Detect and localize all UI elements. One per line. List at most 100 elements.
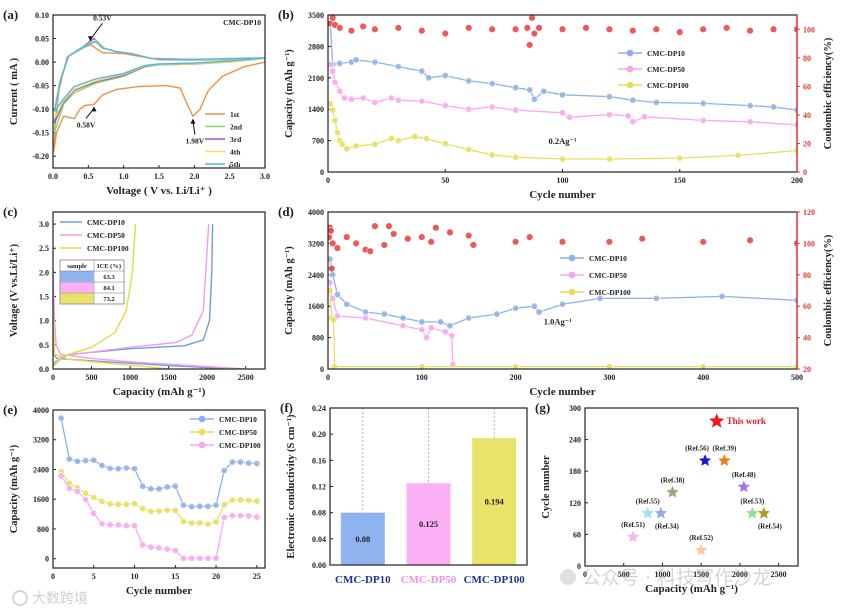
data-point (359, 22, 367, 31)
y-tick-label: 0.16 (312, 456, 326, 465)
x-tick-label: 15 (171, 572, 179, 581)
data-point (328, 15, 337, 22)
data-point (512, 106, 520, 114)
y2-tick-label: 60 (803, 302, 811, 311)
data-point (465, 146, 473, 154)
data-point (328, 100, 334, 108)
data-point (65, 455, 73, 463)
data-point (188, 503, 196, 511)
point-label: (Ref.34) (655, 522, 680, 530)
point-label: (Ref.48) (732, 471, 757, 479)
y-tick-label: 3200 (33, 436, 49, 445)
table-header: ICE (%) (97, 263, 121, 270)
y-tick-label: 0.0 (39, 365, 49, 374)
arrowhead-icon (87, 36, 93, 42)
legend-label: CMC-DP100 (647, 81, 689, 90)
y-tick-label: 1400 (308, 105, 324, 114)
x-tick-label: 500 (791, 373, 803, 382)
table-cell: 73.2 (103, 296, 114, 303)
data-point (366, 247, 374, 255)
data-point (352, 239, 360, 248)
y-tick-label: 0.20 (312, 430, 326, 439)
x-tick-label: 50 (441, 176, 449, 185)
point-label: (Ref.55) (636, 497, 661, 505)
data-point (347, 27, 356, 35)
data-point (228, 496, 236, 504)
star-marker (695, 543, 708, 556)
y-tick-label: 2.5 (39, 244, 49, 253)
plot-area (57, 414, 261, 562)
data-point (629, 96, 637, 104)
data-point (418, 97, 426, 105)
legend-marker (568, 254, 576, 262)
data-point (139, 505, 147, 513)
data-point (511, 25, 520, 33)
data-point (641, 113, 649, 121)
legend-marker (198, 415, 206, 423)
data-point (220, 513, 228, 521)
y2-tick-label: 60 (803, 82, 811, 91)
data-point (387, 94, 395, 102)
data-point (328, 255, 334, 263)
bar-cmc-dp50 (406, 483, 451, 565)
data-point (212, 554, 220, 562)
annotation-label: 0.58V (77, 120, 96, 129)
x-tick-label: 1500 (161, 373, 177, 382)
data-point (394, 24, 403, 32)
data-point (540, 87, 548, 95)
data-point (106, 500, 114, 508)
y2-tick-label: 80 (803, 54, 811, 63)
data-point (465, 24, 473, 32)
panel-e: (e) 0 5 10 15 20 25 0 800 1600 2400 3200 4000 Cycle n… (3, 402, 266, 597)
y2-tick-label: 0 (803, 168, 807, 177)
star-marker (626, 530, 640, 543)
data-point (82, 496, 90, 504)
data-point (465, 105, 473, 113)
panel-c: (c) 0 500 1000 1500 2000 2500 0.0 0.5 1.0 1.5 2.0 2.… (3, 204, 266, 398)
data-point (448, 332, 456, 340)
data-point (329, 106, 337, 114)
star-marker (641, 506, 654, 519)
data-point (139, 482, 147, 490)
data-point (394, 137, 402, 145)
data-point (330, 316, 338, 324)
table-header: sample (67, 263, 87, 270)
data-point (385, 222, 393, 230)
plot-area (328, 222, 797, 369)
data-point (171, 482, 179, 490)
x-tick-label: 5 (92, 572, 96, 581)
y-axis-title: Current ( mA ) (9, 57, 20, 125)
data-point (212, 501, 220, 509)
point-label: (Ref.54) (758, 522, 783, 530)
plot-area (340, 408, 517, 565)
x-tick-label: 1.5 (154, 172, 164, 181)
data-point (114, 521, 122, 529)
panel-label: (b) (278, 7, 294, 22)
y-tick-label: -0.20 (32, 152, 49, 161)
data-point (371, 140, 379, 148)
x-axis-title: Capacity (mAh g⁻¹) (645, 583, 738, 595)
y-axis-title: Capacity (mAh g⁻¹) (284, 246, 295, 335)
table-color-swatch (60, 293, 94, 304)
legend-label: CMC-DP50 (87, 231, 125, 240)
point-label: (Ref.53) (740, 497, 765, 505)
data-point (394, 96, 402, 104)
data-point (212, 518, 220, 526)
data-point (624, 112, 632, 120)
arrowhead-icon (91, 106, 97, 112)
y2-tick-label: 80 (803, 271, 811, 280)
plot-area (626, 413, 771, 556)
annotation-label: 0.2Ag⁻¹ (548, 136, 577, 146)
y-tick-label: 60 (573, 530, 581, 539)
data-point (237, 512, 245, 520)
star-marker (718, 454, 731, 466)
data-point (558, 238, 567, 246)
data-point (676, 154, 684, 162)
data-point (328, 227, 335, 235)
series-line-cmc-dp100 (53, 306, 169, 369)
panel-a: (a) 0.0 0.5 1.0 1.5 2.0 2.5 3.0 -0.20 -0.15 -0.10 -… (3, 7, 270, 197)
category-label: CMC-DP100 (464, 574, 526, 586)
data-point (328, 233, 333, 241)
y-tick-label: -0.10 (32, 105, 49, 114)
